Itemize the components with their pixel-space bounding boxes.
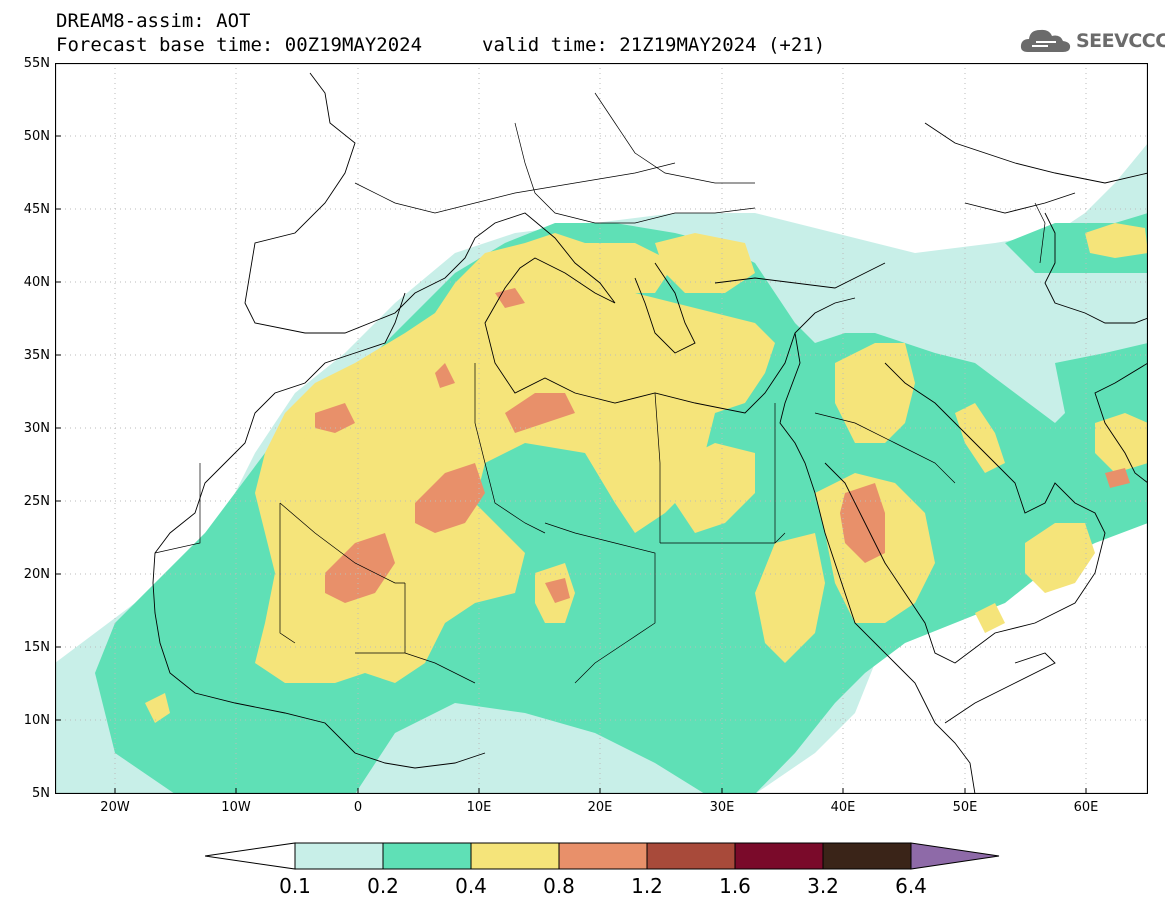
colorbar-label: 0.4	[455, 874, 487, 898]
colorbar-label: 0.8	[543, 874, 575, 898]
lat-label: 10N	[23, 713, 50, 728]
logo-text: SEEVCCC	[1076, 30, 1165, 52]
axis-ticks	[55, 135, 1087, 794]
colorbar-label: 6.4	[895, 874, 927, 898]
colorbar-segment	[205, 842, 296, 870]
lon-label: 10W	[221, 800, 251, 815]
lat-label: 5N	[32, 786, 50, 801]
colorbar-segment	[734, 842, 824, 870]
lat-label: 35N	[23, 348, 50, 363]
colorbar-label: 1.2	[631, 874, 663, 898]
colorbar-segment	[294, 842, 384, 870]
lon-label: 20E	[587, 800, 613, 815]
lon-label: 20W	[100, 800, 130, 815]
lat-label: 20N	[23, 567, 50, 582]
colorbar-segment	[910, 842, 1000, 870]
lon-label: 0	[353, 800, 363, 815]
forecast-base-time: Forecast base time: 00Z19MAY2024	[56, 34, 423, 56]
colorbar-segment	[646, 842, 736, 870]
colorbar-label: 0.1	[279, 874, 311, 898]
colorbar-segment	[470, 842, 560, 870]
lat-label: 50N	[23, 129, 50, 144]
colorbar-segment	[822, 842, 912, 870]
lon-label: 40E	[830, 800, 856, 815]
aot-band-0.8	[315, 288, 1130, 603]
colorbar	[205, 842, 1000, 870]
country-borders	[154, 92, 1046, 684]
lon-label: 60E	[1073, 800, 1099, 815]
colorbar-label: 1.6	[719, 874, 751, 898]
lat-label: 45N	[23, 202, 50, 217]
colorbar-label: 3.2	[807, 874, 839, 898]
valid-time: valid time: 21Z19MAY2024 (+21)	[482, 34, 826, 56]
lat-label: 15N	[23, 640, 50, 655]
graticule	[55, 63, 1148, 794]
lat-label: 25N	[23, 494, 50, 509]
colorbar-label: 0.2	[367, 874, 399, 898]
lon-label: 30E	[709, 800, 735, 815]
cloud-icon	[1020, 29, 1071, 52]
colorbar-segment	[382, 842, 472, 870]
seevccc-logo: SEEVCCC	[1018, 24, 1165, 58]
aot-map	[55, 63, 1148, 794]
map-title: DREAM8-assim: AOT	[56, 10, 251, 32]
lon-label: 50E	[952, 800, 978, 815]
lon-label: 10E	[466, 800, 492, 815]
lat-label: 30N	[23, 421, 50, 436]
lat-label: 40N	[23, 275, 50, 290]
colorbar-segment	[558, 842, 648, 870]
lat-label: 55N	[23, 56, 50, 71]
